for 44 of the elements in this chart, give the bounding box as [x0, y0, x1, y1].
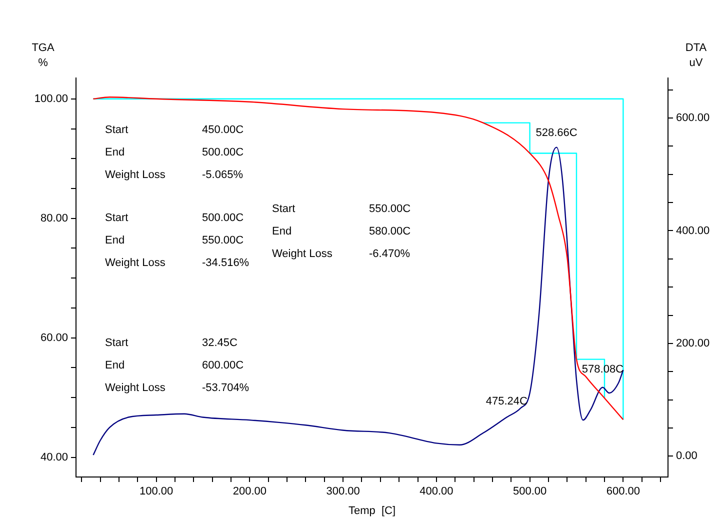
annotation: 528.66C	[536, 126, 578, 139]
annotation: 550.00C	[369, 203, 411, 216]
annotation: End	[105, 360, 125, 372]
annotation: 450.00C	[202, 124, 244, 136]
y2-tick-label: 600.00	[676, 112, 710, 124]
annotation: 500.00C	[202, 212, 244, 224]
x-tick-label: 400.00	[420, 486, 454, 498]
annotation: 580.00C	[369, 226, 411, 238]
x-tick-label: 300.00	[326, 486, 360, 498]
y-tick-label: 100.00	[34, 92, 68, 105]
x-tick-label: 200.00	[232, 486, 267, 498]
annotation: Start	[105, 337, 128, 350]
annotation: 32.45C	[202, 337, 238, 350]
annotation: Weight Loss	[105, 169, 166, 182]
annotation: -5.065%	[202, 169, 244, 182]
y2-tick-label: 0.00	[676, 450, 698, 462]
y-tick-label: 40.00	[40, 451, 68, 464]
annotation: Weight Loss	[272, 248, 333, 260]
x-axis-title: Temp [C]	[348, 505, 396, 518]
annotation: End	[105, 234, 125, 247]
y-tick-label: 80.00	[40, 212, 68, 224]
y-axis-title: TGA %	[32, 42, 55, 70]
y2-tick-label: 200.00	[676, 337, 710, 350]
x-tick-label: 100.00	[139, 486, 174, 498]
annotation: 500.00C	[202, 146, 244, 159]
y-tick-label: 60.00	[40, 332, 68, 344]
annotation: End	[105, 146, 125, 159]
annotation: 550.00C	[202, 234, 244, 247]
annotation: Weight Loss	[105, 257, 166, 270]
annotation: Start	[105, 212, 128, 224]
annotation: 475.24C	[486, 396, 528, 408]
annotation: End	[272, 226, 292, 238]
y2-axis-title: DTA uV	[685, 42, 708, 70]
annotation: -53.704%	[202, 382, 250, 394]
annotation: Start	[272, 203, 296, 216]
annotation: Weight Loss	[105, 382, 166, 394]
y2-tick-label: 400.00	[676, 224, 710, 237]
x-tick-label: 600.00	[606, 486, 640, 498]
annotation: Start	[105, 124, 128, 136]
line-series	[92, 146, 624, 456]
annotation: 600.00C	[202, 360, 244, 372]
annotation: -34.516%	[202, 257, 250, 270]
x-tick-label: 500.00	[512, 486, 547, 498]
annotation: -6.470%	[369, 248, 410, 260]
